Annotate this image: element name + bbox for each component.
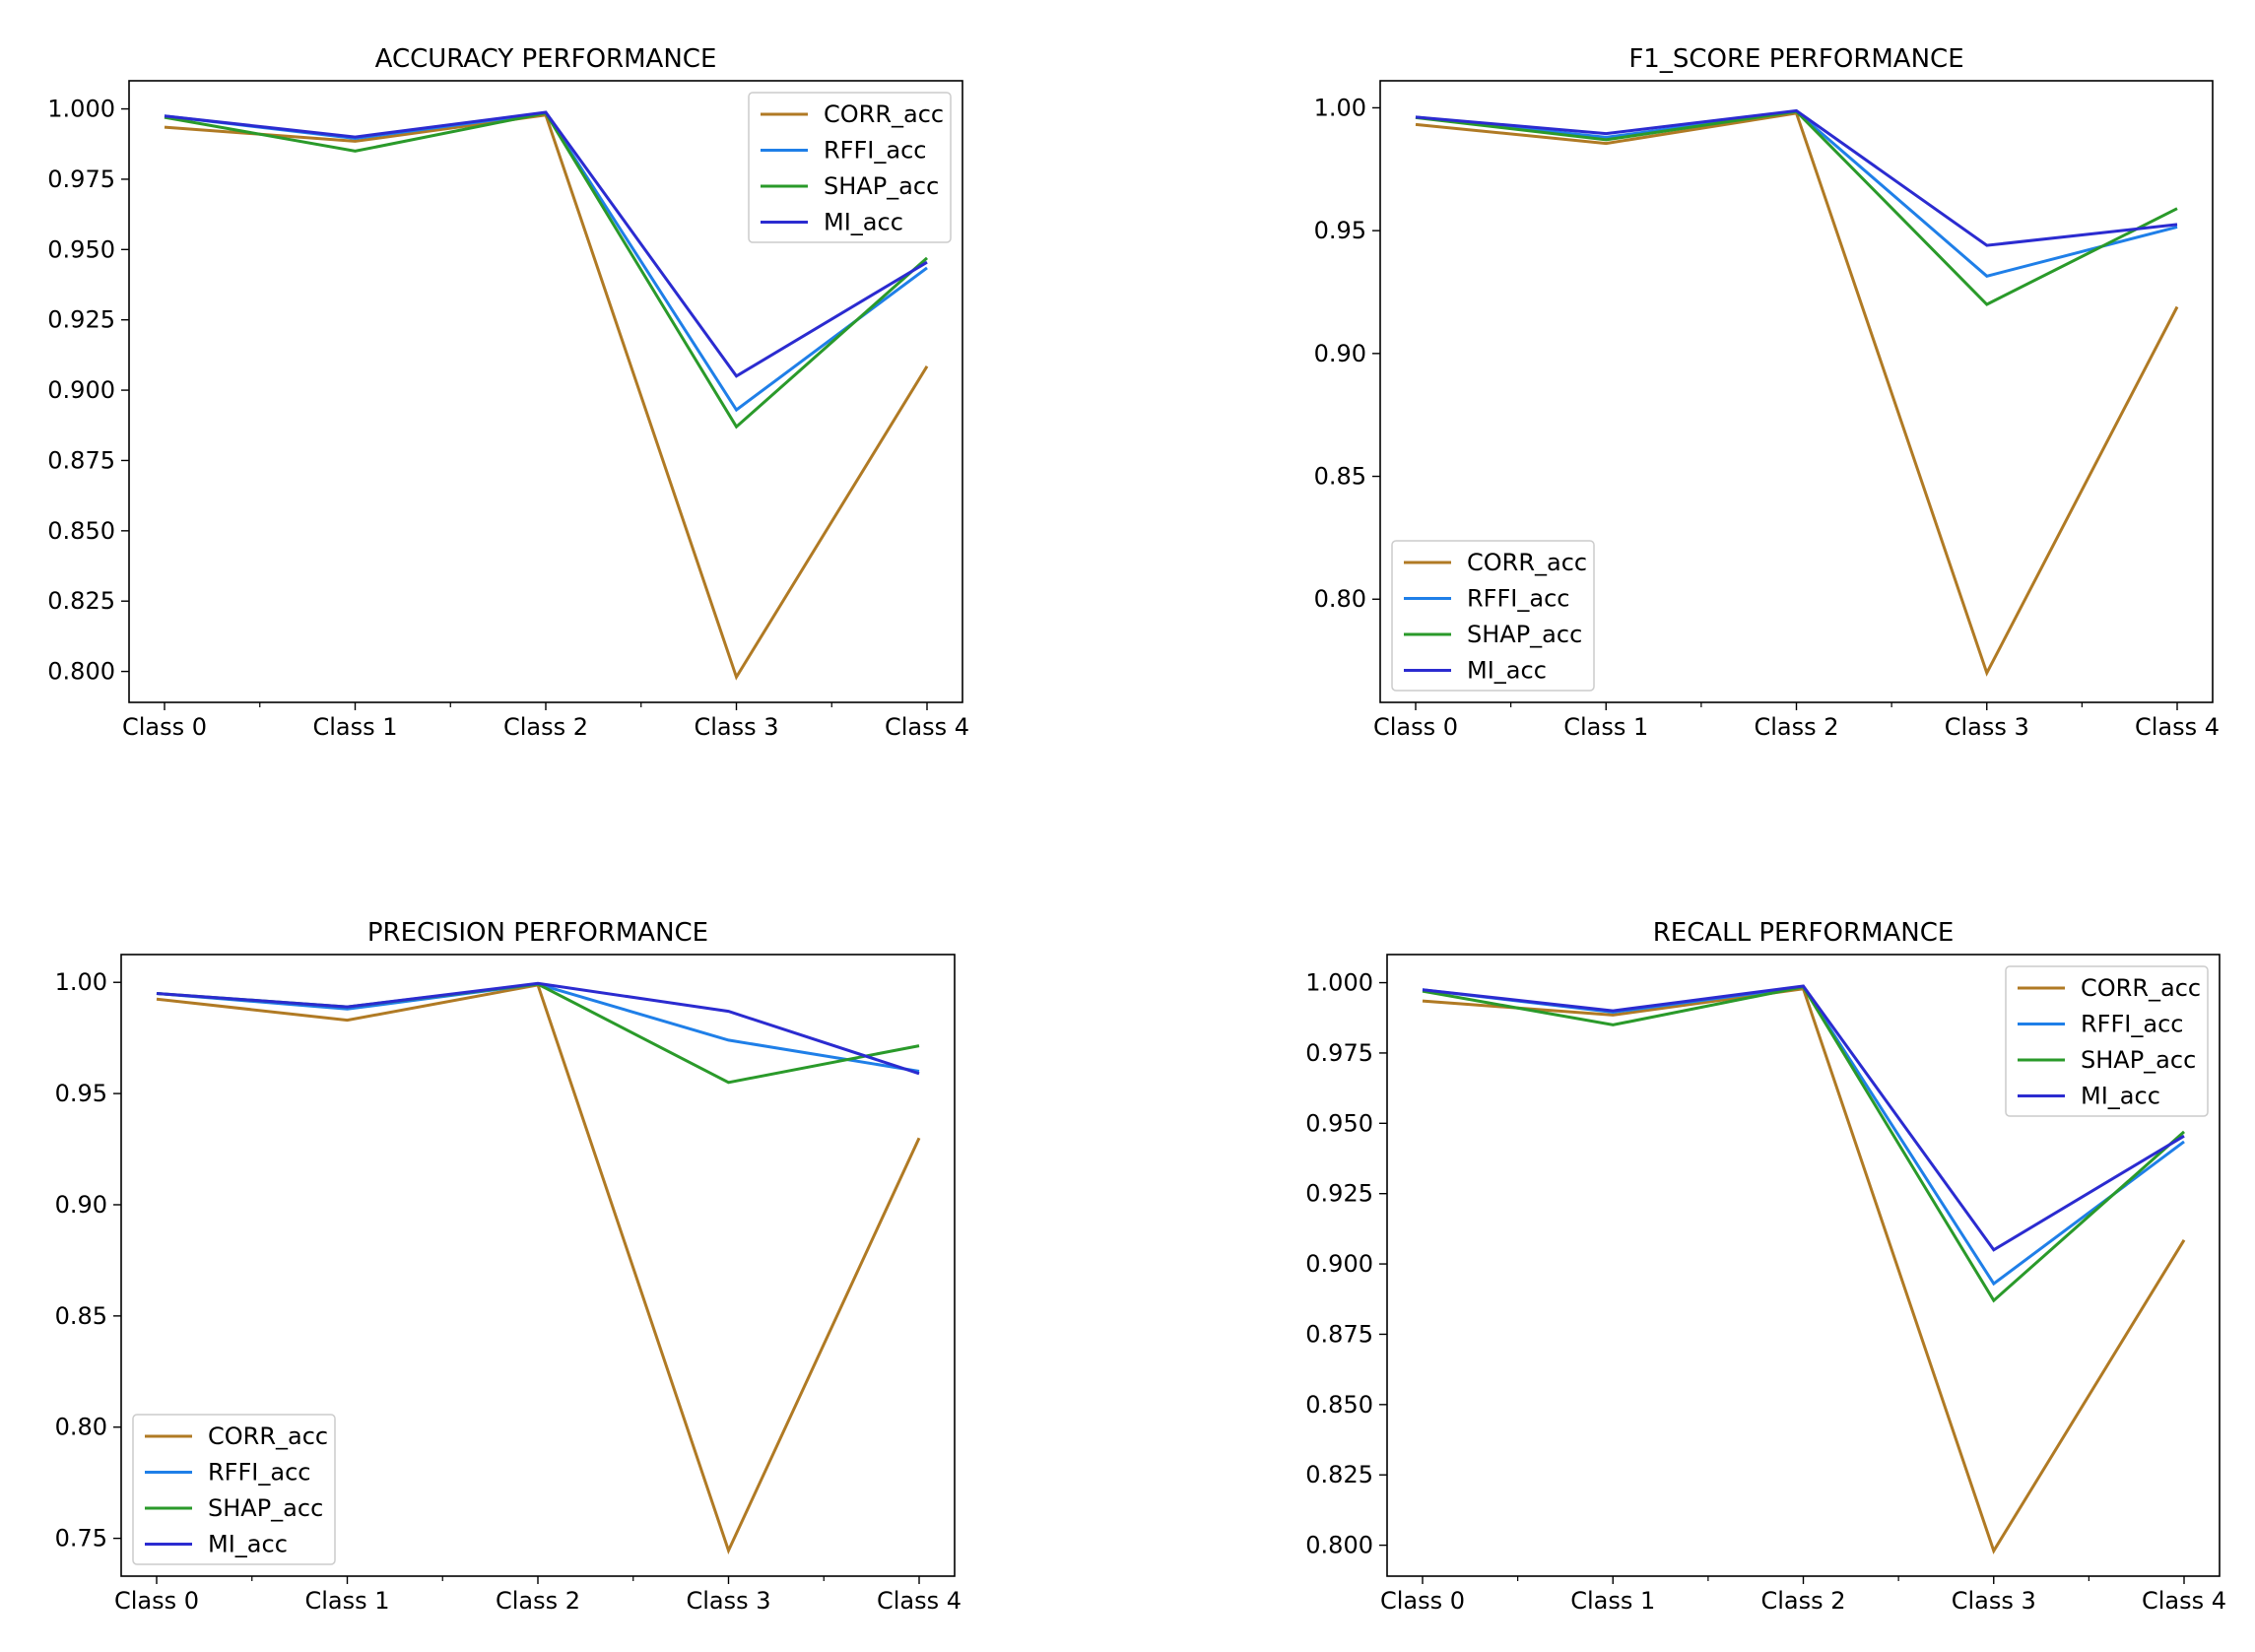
y-tick-label: 0.950 [1305,1109,1373,1137]
legend-label: RFFI_acc [208,1459,310,1487]
y-tick-label: 1.000 [47,96,115,123]
chart-panel-2: F1_SCORE PERFORMANCE 0.80 0.85 0.90 0.95 1.00… [1314,44,2220,741]
legend-box [748,92,952,243]
legend: CORR_acc RFFI_acc SHAP_acc MI_acc [2005,965,2209,1117]
y-tick-label: 0.925 [47,306,115,334]
x-tick-label: Class 0 [114,1587,199,1615]
chart-panel-3: PRECISION PERFORMANCE 0.75 0.80 0.85 0.90 0.9… [55,918,962,1615]
x-tick-label: Class 3 [686,1587,770,1615]
x-tick-label: Class 0 [1373,713,1458,741]
chart-panel-1: ACCURACY PERFORMANCE 0.800 0.825 0.850 0.875… [47,44,969,741]
x-tick-label: Class 4 [885,713,969,741]
series-line-shap-acc [156,982,920,1085]
x-tick-label: Class 2 [1754,713,1838,741]
y-tick-label: 0.85 [55,1302,107,1330]
series-line-mi-acc [156,981,920,1076]
y-tick-label: 0.850 [1305,1391,1373,1419]
y-tick-label: 1.00 [55,968,107,996]
legend-label: SHAP_acc [208,1494,323,1522]
chart-title: RECALL PERFORMANCE [1653,918,1955,948]
y-tick-label: 0.825 [47,587,115,615]
x-tick-label: Class 1 [304,1587,389,1615]
y-tick-label: 0.90 [55,1191,107,1219]
y-tick-label: 0.900 [1305,1250,1373,1278]
y-tick-label: 1.000 [1305,969,1373,997]
y-tick-label: 0.875 [1305,1320,1373,1348]
y-tick-label: 0.80 [55,1414,107,1441]
y-tick-label: 0.850 [47,517,115,545]
chart-title: ACCURACY PERFORMANCE [375,44,717,74]
legend-label: CORR_acc [824,100,944,128]
x-tick-label: Class 1 [312,713,397,741]
y-tick-label: 0.950 [47,235,115,263]
y-tick-label: 0.90 [1314,340,1366,367]
series-line-rffi-acc [156,982,920,1073]
y-tick-label: 0.925 [1305,1180,1373,1208]
x-tick-label: Class 1 [1563,713,1648,741]
x-tick-label: Class 4 [2135,713,2220,741]
legend-label: CORR_acc [208,1422,328,1450]
y-tick-label: 0.975 [47,165,115,193]
x-tick-label: Class 3 [694,713,778,741]
legend: CORR_acc RFFI_acc SHAP_acc MI_acc [748,92,952,243]
legend: CORR_acc RFFI_acc SHAP_acc MI_acc [1391,540,1595,692]
legend-label: RFFI_acc [2081,1011,2183,1038]
legend-label: SHAP_acc [1467,621,1582,648]
y-tick-label: 0.95 [1314,217,1366,244]
legend-box [2005,965,2209,1117]
legend-label: SHAP_acc [824,172,939,200]
legend: CORR_acc RFFI_acc SHAP_acc MI_acc [132,1414,336,1565]
y-tick-label: 0.800 [1305,1532,1373,1559]
legend-box [132,1414,336,1565]
y-tick-label: 0.825 [1305,1461,1373,1488]
chart-title: F1_SCORE PERFORMANCE [1628,44,1963,74]
y-tick-label: 0.875 [47,446,115,474]
x-tick-label: Class 4 [2142,1587,2226,1615]
y-tick-label: 0.80 [1314,585,1366,613]
series-line-shap-acc [1415,109,2178,306]
legend-label: CORR_acc [1467,549,1587,576]
legend-label: MI_acc [824,209,903,236]
x-tick-label: Class 2 [503,713,588,741]
x-tick-label: Class 2 [1760,1587,1845,1615]
chart-title: PRECISION PERFORMANCE [367,918,708,948]
y-tick-label: 0.75 [55,1525,107,1553]
legend-label: MI_acc [2081,1083,2160,1110]
x-tick-label: Class 3 [1945,713,2029,741]
legend-label: RFFI_acc [824,137,926,165]
legend-label: RFFI_acc [1467,585,1569,613]
y-tick-label: 0.95 [55,1080,107,1107]
x-tick-label: Class 0 [1380,1587,1465,1615]
x-tick-label: Class 3 [1952,1587,2036,1615]
y-tick-label: 1.00 [1314,94,1366,121]
y-tick-label: 0.975 [1305,1039,1373,1067]
y-tick-label: 0.85 [1314,463,1366,491]
y-tick-label: 0.800 [47,658,115,686]
chart-panel-4: RECALL PERFORMANCE 0.800 0.825 0.850 0.875 0.… [1305,918,2226,1615]
legend-box [1391,540,1595,692]
legend-label: SHAP_acc [2081,1046,2196,1074]
y-tick-label: 0.900 [47,376,115,404]
legend-label: MI_acc [1467,657,1547,685]
x-tick-label: Class 4 [877,1587,962,1615]
x-tick-label: Class 0 [122,713,207,741]
x-tick-label: Class 1 [1570,1587,1655,1615]
legend-label: CORR_acc [2081,974,2201,1002]
x-tick-label: Class 2 [496,1587,580,1615]
legend-label: MI_acc [208,1531,288,1558]
